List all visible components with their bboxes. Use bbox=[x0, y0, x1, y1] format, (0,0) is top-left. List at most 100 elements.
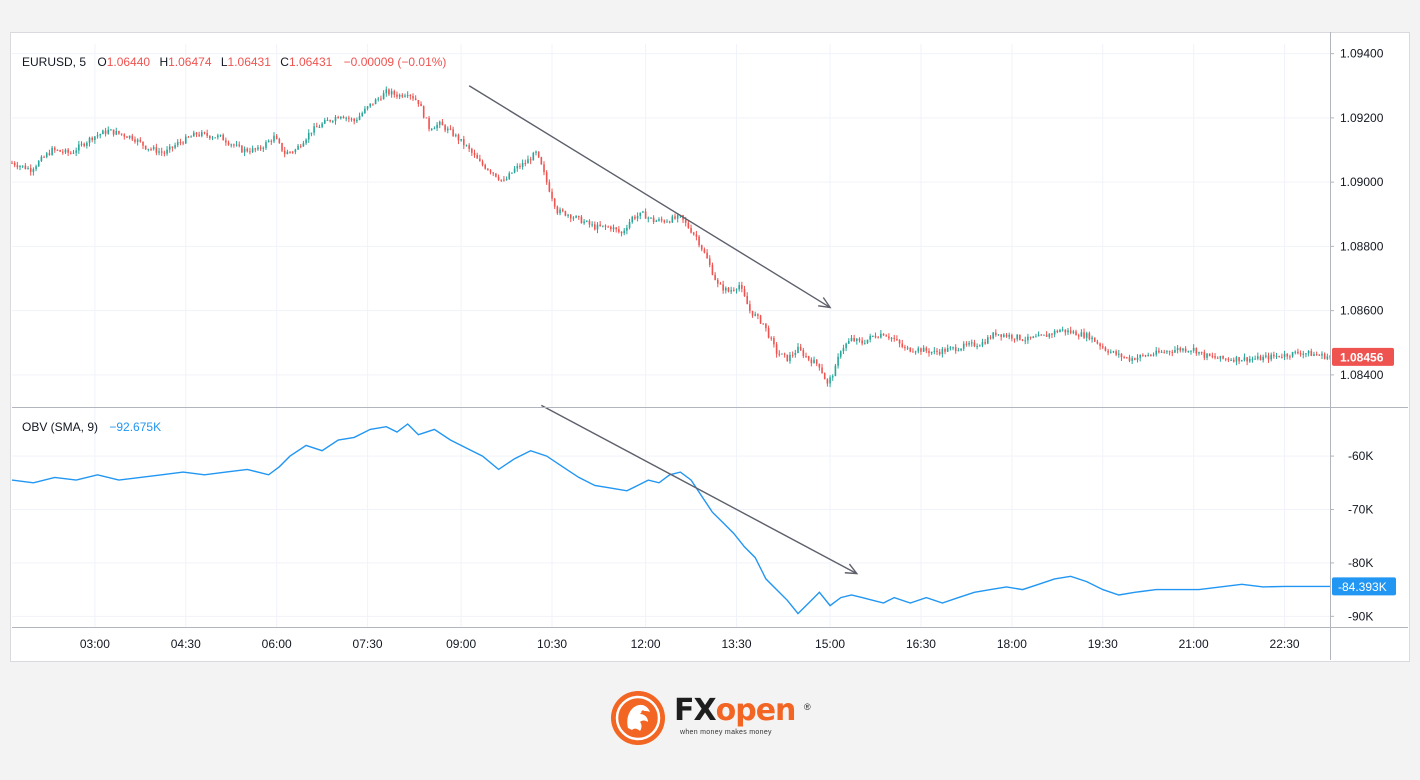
candle-body bbox=[1075, 331, 1077, 336]
candle-body bbox=[569, 214, 572, 219]
candle-body bbox=[225, 140, 227, 143]
candle-body bbox=[1045, 334, 1048, 337]
candle-body bbox=[364, 108, 366, 114]
candle-body bbox=[56, 149, 59, 151]
candle-body bbox=[1192, 347, 1195, 351]
candle-body bbox=[561, 209, 564, 212]
candle-body bbox=[1059, 329, 1061, 333]
candle-body bbox=[1248, 358, 1251, 362]
candle-body bbox=[457, 134, 460, 141]
candle-body bbox=[973, 342, 976, 347]
candle-body bbox=[869, 336, 871, 340]
change-value: −0.00009 (−0.01%) bbox=[343, 55, 447, 69]
candle-body bbox=[1224, 358, 1227, 360]
candle-body bbox=[607, 226, 609, 228]
candle-body bbox=[396, 94, 398, 97]
candle-body bbox=[976, 346, 978, 348]
candle-body bbox=[1013, 338, 1016, 340]
candle-body bbox=[64, 149, 67, 153]
logo-wordmark: FXopen bbox=[674, 694, 796, 728]
candle-body bbox=[449, 128, 452, 130]
candle-body bbox=[1294, 351, 1297, 353]
candle-body bbox=[241, 145, 243, 153]
candle-body bbox=[219, 134, 222, 136]
candle-body bbox=[580, 216, 583, 224]
candle-body bbox=[1021, 339, 1024, 341]
candle-body bbox=[1069, 330, 1072, 333]
candle-body bbox=[152, 147, 155, 149]
last-obv-tag bbox=[1332, 577, 1396, 596]
candle-body bbox=[615, 227, 617, 230]
candle-body bbox=[1281, 356, 1283, 358]
candle-body bbox=[481, 161, 484, 165]
candle-body bbox=[358, 115, 361, 120]
candle-body bbox=[1101, 346, 1104, 348]
candle-body bbox=[642, 211, 644, 213]
candle-body bbox=[1115, 351, 1117, 355]
candle-body bbox=[297, 145, 299, 150]
candle-body bbox=[53, 147, 56, 150]
candle-body bbox=[155, 147, 158, 153]
candle-body bbox=[978, 345, 981, 347]
candle-body bbox=[425, 117, 428, 119]
candle-body bbox=[532, 152, 535, 161]
candle-body bbox=[706, 252, 708, 259]
candle-body bbox=[503, 179, 505, 181]
candle-body bbox=[112, 129, 115, 135]
candle-body bbox=[110, 129, 112, 131]
candle-body bbox=[1142, 355, 1144, 357]
candle-body bbox=[337, 117, 339, 119]
candle-body bbox=[957, 350, 960, 352]
candle-body bbox=[230, 144, 233, 146]
candle-body bbox=[1321, 353, 1323, 356]
candle-body bbox=[1064, 329, 1067, 333]
candle-body bbox=[246, 148, 249, 152]
candle-body bbox=[209, 135, 211, 139]
candle-body bbox=[361, 113, 364, 116]
candle-body bbox=[789, 354, 791, 362]
candle-body bbox=[917, 348, 920, 352]
candle-body bbox=[158, 151, 160, 153]
time-tick-label: 13:30 bbox=[721, 637, 751, 651]
candle-body bbox=[21, 165, 24, 167]
candle-body bbox=[238, 144, 241, 146]
candle-body bbox=[262, 147, 265, 149]
candle-body bbox=[698, 236, 700, 246]
candle-body bbox=[1291, 351, 1294, 357]
candle-body bbox=[754, 314, 757, 316]
candle-body bbox=[936, 350, 938, 352]
candle-body bbox=[257, 147, 259, 150]
candle-body bbox=[511, 172, 513, 174]
candle-body bbox=[1072, 331, 1075, 333]
candle-body bbox=[906, 347, 909, 349]
candle-body bbox=[577, 215, 580, 217]
candle-body bbox=[1275, 355, 1278, 357]
candle-body bbox=[524, 163, 527, 165]
candle-body bbox=[460, 139, 462, 141]
candle-body bbox=[134, 139, 136, 142]
candle-body bbox=[107, 129, 110, 134]
candle-body bbox=[454, 134, 457, 136]
candle-body bbox=[1235, 357, 1238, 362]
candle-body bbox=[671, 216, 674, 223]
candle-body bbox=[40, 156, 43, 162]
candle-body bbox=[1155, 350, 1158, 355]
candle-body bbox=[1150, 354, 1152, 356]
candle-body bbox=[251, 148, 254, 152]
candle-body bbox=[283, 150, 286, 155]
candle-body bbox=[674, 216, 676, 219]
candle-body bbox=[1227, 358, 1230, 361]
candle-body bbox=[254, 148, 257, 150]
candle-body bbox=[1198, 351, 1200, 354]
candle-body bbox=[850, 337, 853, 342]
candle-body bbox=[476, 154, 478, 159]
candle-body bbox=[1254, 358, 1256, 360]
candle-body bbox=[877, 337, 879, 339]
candle-body bbox=[1216, 357, 1219, 359]
candle-body bbox=[1262, 356, 1264, 361]
candle-body bbox=[299, 145, 302, 147]
candle-body bbox=[928, 350, 930, 354]
low-value: 1.06431 bbox=[227, 55, 271, 69]
candle-body bbox=[302, 143, 305, 147]
candle-body bbox=[1265, 355, 1267, 357]
